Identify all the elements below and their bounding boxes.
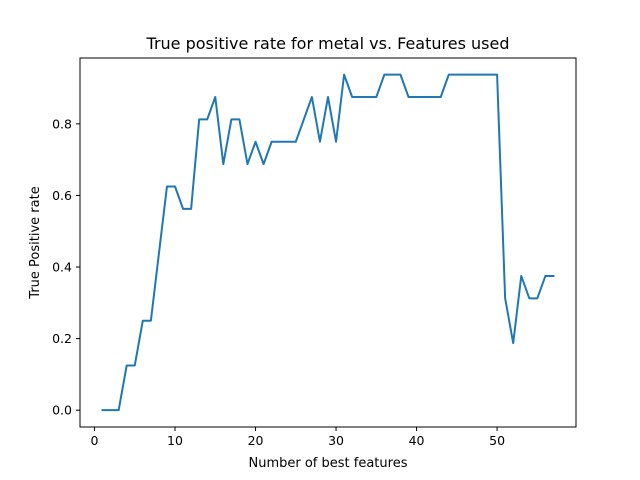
y-tick-label: 0.6: [52, 188, 72, 203]
x-tick-label: 0: [91, 433, 99, 448]
plot-area: 0 10 20 30 40 50 0.0 0.2 0.4 0.6 0.8: [52, 57, 577, 448]
chart-title: True positive rate for metal vs. Feature…: [146, 34, 510, 53]
series-line-0: [101, 73, 555, 412]
y-tick-label: 0.2: [52, 331, 72, 346]
x-tick-label: 30: [328, 433, 344, 448]
y-tick-label: 0.4: [52, 260, 72, 275]
x-tick-label: 20: [248, 433, 264, 448]
x-tick-label: 40: [409, 433, 425, 448]
y-tick-label: 0.8: [52, 116, 72, 131]
y-axis-label: True Positive rate: [28, 186, 43, 299]
x-tick-label: 50: [489, 433, 505, 448]
x-tick-label: 10: [167, 433, 183, 448]
axes-frame: [79, 57, 577, 428]
x-axis-label: Number of best features: [249, 456, 408, 471]
y-tick-label: 0.0: [52, 403, 72, 418]
